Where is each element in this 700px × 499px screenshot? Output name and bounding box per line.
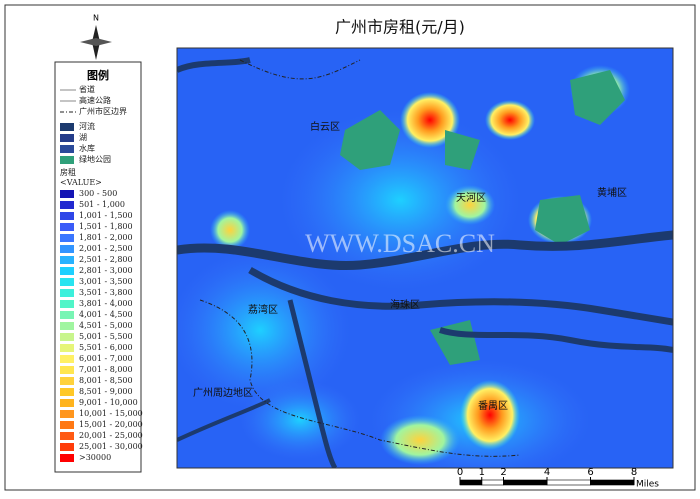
north-arrow: N	[80, 14, 112, 60]
legend-swatch	[60, 443, 74, 451]
legend-label: 水库	[79, 143, 95, 153]
legend-swatch	[60, 454, 74, 462]
legend-swatch	[60, 223, 74, 231]
map-area	[176, 47, 674, 469]
legend-label: 4,501 - 5,000	[79, 321, 133, 330]
scale-tick-label: 0	[457, 467, 463, 478]
scale-bar: 0 1 2 4 6 8 Miles	[457, 467, 659, 490]
legend-label: >30000	[79, 453, 111, 462]
legend-swatch	[60, 432, 74, 440]
legend-label: 10,001 - 15,000	[79, 409, 143, 418]
legend-swatch	[60, 145, 74, 153]
legend-label: 5,001 - 5,500	[79, 332, 133, 341]
legend-label: 湖	[79, 133, 87, 142]
legend-label: 2,001 - 2,500	[79, 244, 133, 253]
legend-label: 6,001 - 7,000	[79, 354, 133, 363]
legend-label: 7,001 - 8,000	[79, 365, 133, 374]
north-label: N	[93, 14, 99, 23]
legend-label: 高速公路	[79, 95, 111, 105]
legend-swatch	[60, 377, 74, 385]
scale-unit: Miles	[636, 480, 659, 490]
legend-label: 300 - 500	[79, 189, 117, 198]
district-label: 广州周边地区	[193, 386, 253, 399]
legend-label: 3,801 - 4,000	[79, 299, 133, 308]
legend-swatch	[60, 421, 74, 429]
scale-segment	[503, 479, 548, 486]
legend-label: 1,001 - 1,500	[79, 211, 133, 220]
legend-label: 8,001 - 8,500	[79, 376, 133, 385]
legend-label: 绿地公园	[79, 154, 111, 164]
scale-tick-label: 8	[631, 467, 637, 478]
legend-field: 房租	[60, 167, 76, 177]
legend-title: 图例	[87, 68, 109, 82]
scale-segment	[459, 479, 483, 486]
district-label: 白云区	[310, 120, 340, 133]
legend-swatch	[60, 190, 74, 198]
legend-label: 河流	[79, 121, 95, 131]
legend-swatch	[60, 311, 74, 319]
legend-swatch	[60, 300, 74, 308]
legend-label: 广州市区边界	[79, 106, 127, 116]
legend-swatch	[60, 245, 74, 253]
legend-swatch	[60, 278, 74, 286]
legend-label: 8,501 - 9,000	[79, 387, 133, 396]
legend-label: 1,501 - 1,800	[79, 222, 133, 231]
scale-tick-label: 6	[587, 467, 593, 478]
legend-label: 3,001 - 3,500	[79, 277, 133, 286]
legend-label: 1,801 - 2,000	[79, 233, 133, 242]
legend-label: 15,001 - 20,000	[79, 420, 143, 429]
legend-swatch	[60, 234, 74, 242]
legend-label: 9,001 - 10,000	[79, 398, 138, 407]
legend-label: 501 - 1,000	[79, 200, 125, 209]
district-label: 荔湾区	[248, 303, 278, 316]
legend-label: 20,001 - 25,000	[79, 431, 143, 440]
legend-swatch	[60, 212, 74, 220]
scale-segment	[546, 479, 591, 486]
legend-label: 2,501 - 2,800	[79, 255, 133, 264]
legend-field-sub: <VALUE>	[60, 178, 102, 187]
legend-swatch	[60, 134, 74, 142]
scale-segment	[590, 479, 635, 486]
legend-swatch	[60, 201, 74, 209]
legend-swatch	[60, 123, 74, 131]
legend-label: 2,801 - 3,000	[79, 266, 133, 275]
legend-label: 5,501 - 6,000	[79, 343, 133, 352]
legend-swatch	[60, 156, 74, 164]
district-label: 黄埔区	[597, 186, 627, 199]
map-title: 广州市房租(元/月)	[335, 18, 465, 37]
watermark: WWW.DSAC.CN	[305, 229, 495, 258]
legend-swatch	[60, 256, 74, 264]
legend-swatch	[60, 267, 74, 275]
legend-swatch	[60, 366, 74, 374]
scale-tick-label: 2	[500, 467, 506, 478]
legend-swatch	[60, 410, 74, 418]
legend-swatch	[60, 344, 74, 352]
legend-swatch	[60, 355, 74, 363]
scale-tick-label: 4	[544, 467, 550, 478]
district-label: 天河区	[456, 192, 486, 204]
legend-swatch	[60, 399, 74, 407]
legend-swatch	[60, 388, 74, 396]
scale-tick-label: 1	[479, 467, 485, 478]
scale-segment	[481, 479, 504, 486]
legend-label: 25,001 - 30,000	[79, 442, 143, 451]
legend-swatch	[60, 289, 74, 297]
legend-swatch	[60, 322, 74, 330]
legend-label: 省道	[79, 84, 95, 94]
legend-label: 3,501 - 3,800	[79, 288, 133, 297]
legend-swatch	[60, 333, 74, 341]
legend-label: 4,001 - 4,500	[79, 310, 133, 319]
district-label: 番禺区	[478, 400, 508, 412]
district-label: 海珠区	[390, 298, 420, 311]
